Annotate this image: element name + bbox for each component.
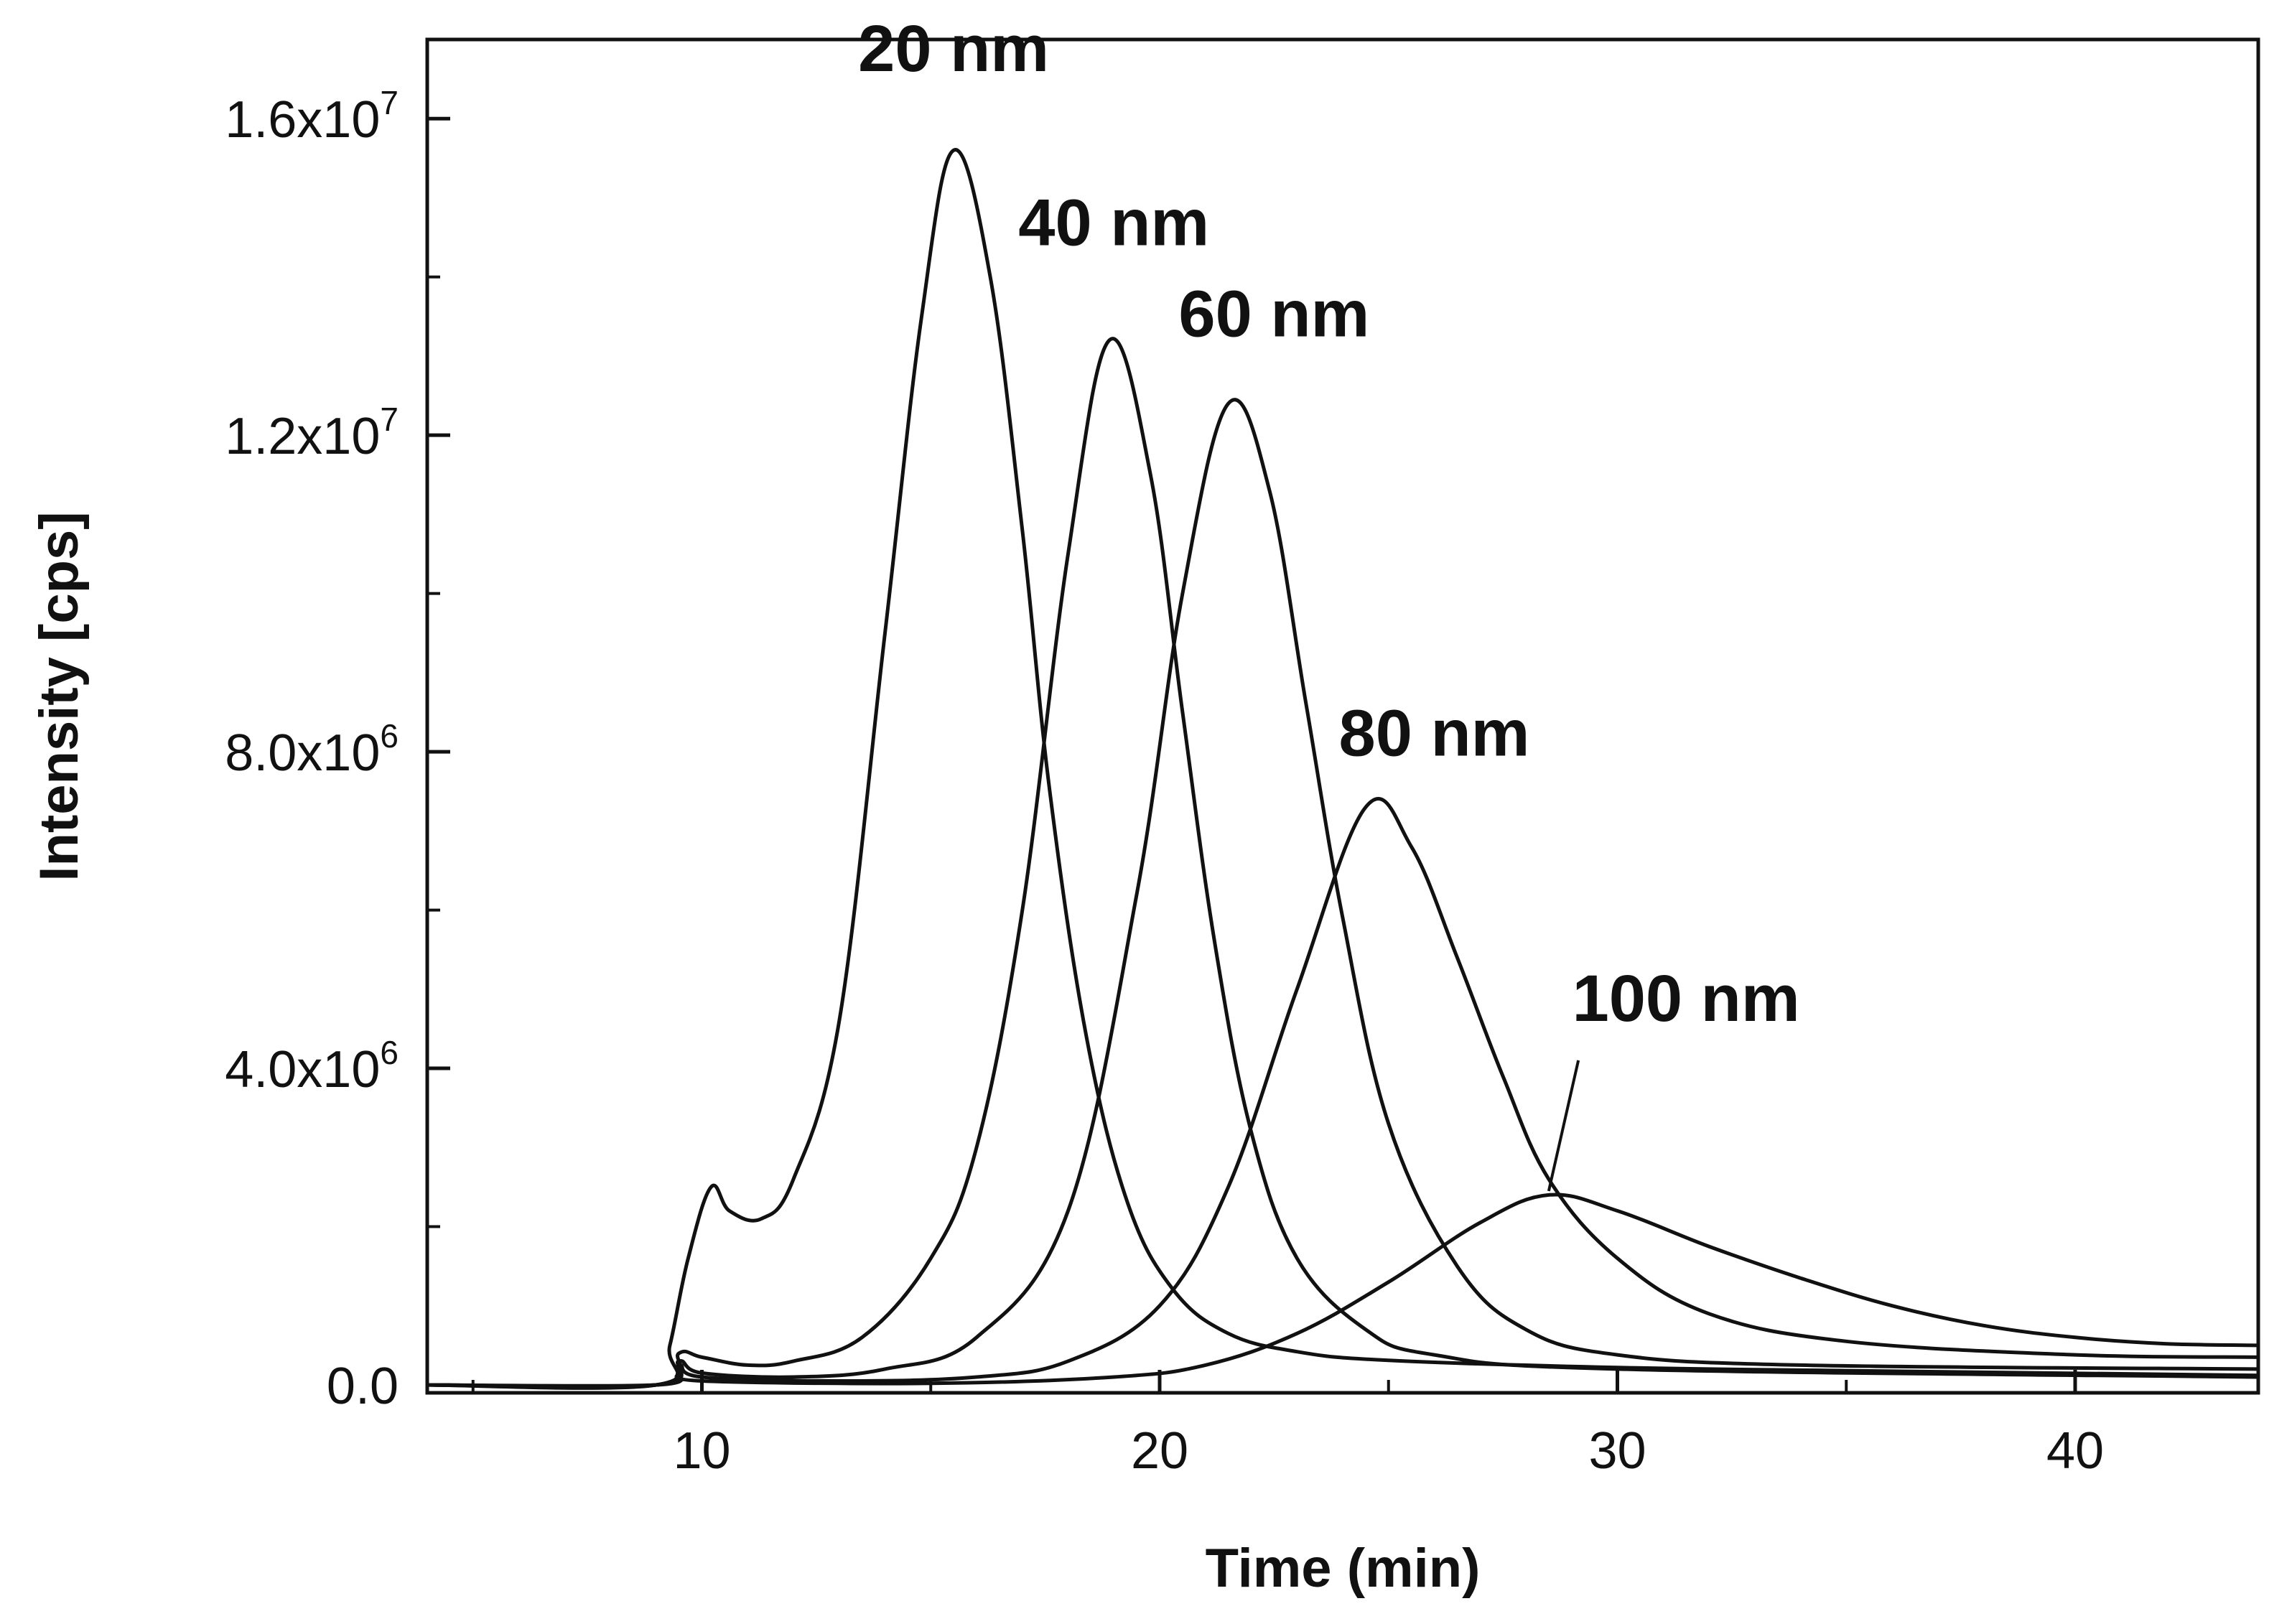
- peak-annotations: 20 nm 40 nm 60 nm 80 nm 100 nm: [858, 12, 1800, 1192]
- series-line-80nm: [427, 797, 2259, 1389]
- x-tick-label: 30: [1588, 1422, 1646, 1480]
- series-line-100nm: [427, 1193, 2259, 1388]
- series-line-60nm: [427, 398, 2259, 1389]
- y-tick-label: 1.6x107: [225, 84, 399, 149]
- y-tick-label: 0.0: [327, 1358, 399, 1415]
- peak-label: 100 nm: [1573, 962, 1800, 1035]
- x-tick-label: 40: [2046, 1422, 2104, 1480]
- tick-labels: 10 20 30 40 0.0 4.0x106 8.0x106 1.2x107 1.6x107: [225, 84, 2104, 1480]
- x-tick-label: 20: [1131, 1422, 1188, 1480]
- y-axis-title: Intensity [cps]: [29, 511, 90, 881]
- y-tick-label: 1.2x107: [225, 401, 399, 465]
- peak-label: 20 nm: [858, 12, 1049, 85]
- series-line-20nm: [427, 148, 2259, 1390]
- plot-frame: [425, 37, 2260, 1395]
- y-tick-label: 8.0x106: [225, 717, 399, 782]
- peak-label: 80 nm: [1339, 697, 1530, 770]
- x-axis-title: Time (min): [1206, 1538, 1481, 1599]
- series-line-40nm: [427, 337, 2259, 1390]
- peak-label: 40 nm: [1018, 187, 1209, 260]
- series-lines: [427, 148, 2259, 1390]
- annotation-pointer: [1547, 1060, 1580, 1192]
- x-tick-label: 10: [673, 1422, 730, 1480]
- y-tick-label: 4.0x106: [225, 1034, 399, 1098]
- peak-label: 60 nm: [1178, 277, 1369, 350]
